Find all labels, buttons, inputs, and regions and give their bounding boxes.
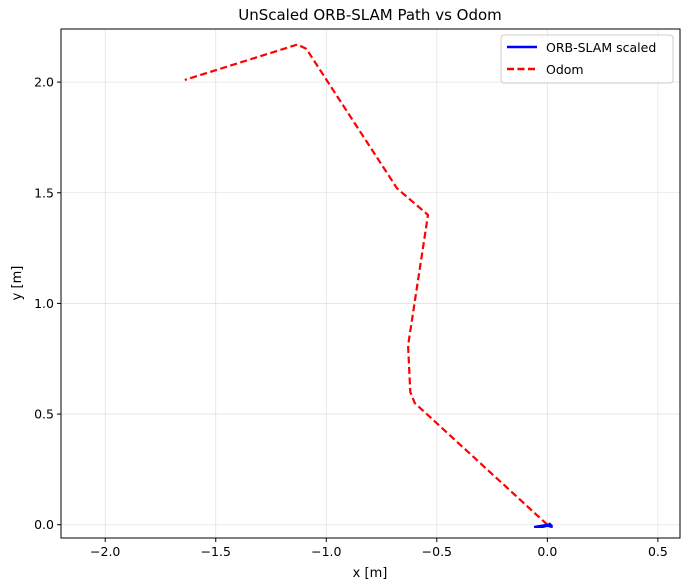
plot-series — [184, 43, 553, 529]
chart-title: UnScaled ORB-SLAM Path vs Odom — [238, 6, 502, 24]
series-line-orb-slam — [533, 522, 553, 529]
legend-box — [500, 34, 674, 84]
legend-label-orb-slam: ORB-SLAM scaled — [546, 40, 656, 55]
series-line-odom — [184, 43, 549, 526]
legend: ORB-SLAM scaled Odom — [500, 34, 674, 84]
y-tick-label: 0.0 — [34, 517, 54, 532]
y-axis-ticks: 0.0 0.5 1.0 1.5 2.0 — [34, 75, 61, 532]
x-tick-label: −1.5 — [201, 544, 231, 559]
x-axis-ticks: −2.0 −1.5 −1.0 −0.5 0.0 0.5 — [90, 538, 668, 559]
y-tick-label: 1.5 — [34, 185, 54, 200]
y-tick-label: 1.0 — [34, 296, 54, 311]
legend-label-odom: Odom — [546, 62, 584, 77]
x-axis-title: x [m] — [353, 566, 388, 581]
y-tick-label: 0.5 — [34, 407, 54, 422]
x-tick-label: 0.5 — [648, 544, 668, 559]
y-tick-label: 2.0 — [34, 75, 54, 90]
y-axis-title: y [m] — [10, 266, 25, 301]
x-tick-label: −1.0 — [311, 544, 341, 559]
x-tick-label: −2.0 — [90, 544, 120, 559]
x-tick-label: 0.0 — [537, 544, 557, 559]
grid — [61, 29, 680, 538]
x-tick-label: −0.5 — [422, 544, 452, 559]
plot-frame — [60, 28, 681, 539]
